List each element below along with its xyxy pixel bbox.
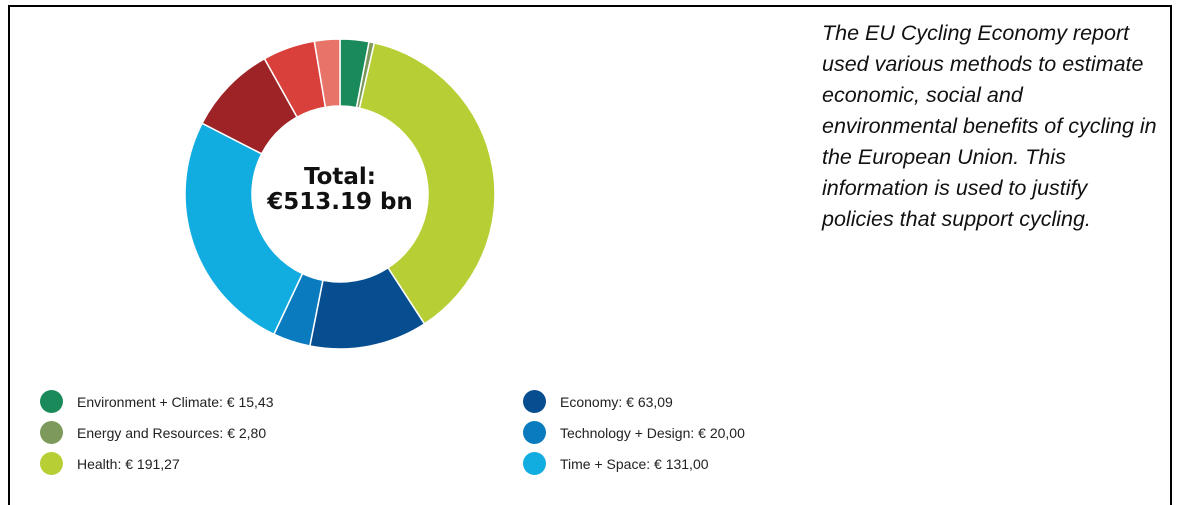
legend-item-technology: Technology + Design: € 20,00 <box>523 421 745 444</box>
legend-label: Economy: € 63,09 <box>560 393 673 410</box>
legend-swatch <box>523 421 546 444</box>
figure-frame <box>8 5 1172 505</box>
legend-swatch <box>523 452 546 475</box>
legend-label: Health: € 191,27 <box>77 455 180 472</box>
legend-item-time-space: Time + Space: € 131,00 <box>523 452 709 475</box>
legend-item-health: Health: € 191,27 <box>40 452 180 475</box>
donut-slice-time-space <box>184 122 304 336</box>
legend-label: Energy and Resources: € 2,80 <box>77 424 267 441</box>
caption-text: The EU Cycling Economy report used vario… <box>822 21 1157 231</box>
legend-label: Time + Space: € 131,00 <box>560 455 709 472</box>
donut-center-total: Total: €513.19 bn <box>240 165 440 215</box>
legend-swatch <box>40 421 63 444</box>
donut-slice-health <box>358 41 496 325</box>
legend-label: Environment + Climate: € 15,43 <box>77 393 274 410</box>
donut-slice-unlabeled-8 <box>313 38 341 109</box>
legend-swatch <box>523 390 546 413</box>
total-line-2: €513.19 bn <box>267 189 413 215</box>
legend-item-environment: Environment + Climate: € 15,43 <box>40 390 274 413</box>
legend-item-economy: Economy: € 63,09 <box>523 390 673 413</box>
legend-item-energy: Energy and Resources: € 2,80 <box>40 421 266 444</box>
legend-label: Technology + Design: € 20,00 <box>560 424 745 441</box>
legend-swatch <box>40 390 63 413</box>
legend-swatch <box>40 452 63 475</box>
donut-chart <box>184 38 496 350</box>
total-line-1: Total: <box>303 164 377 190</box>
